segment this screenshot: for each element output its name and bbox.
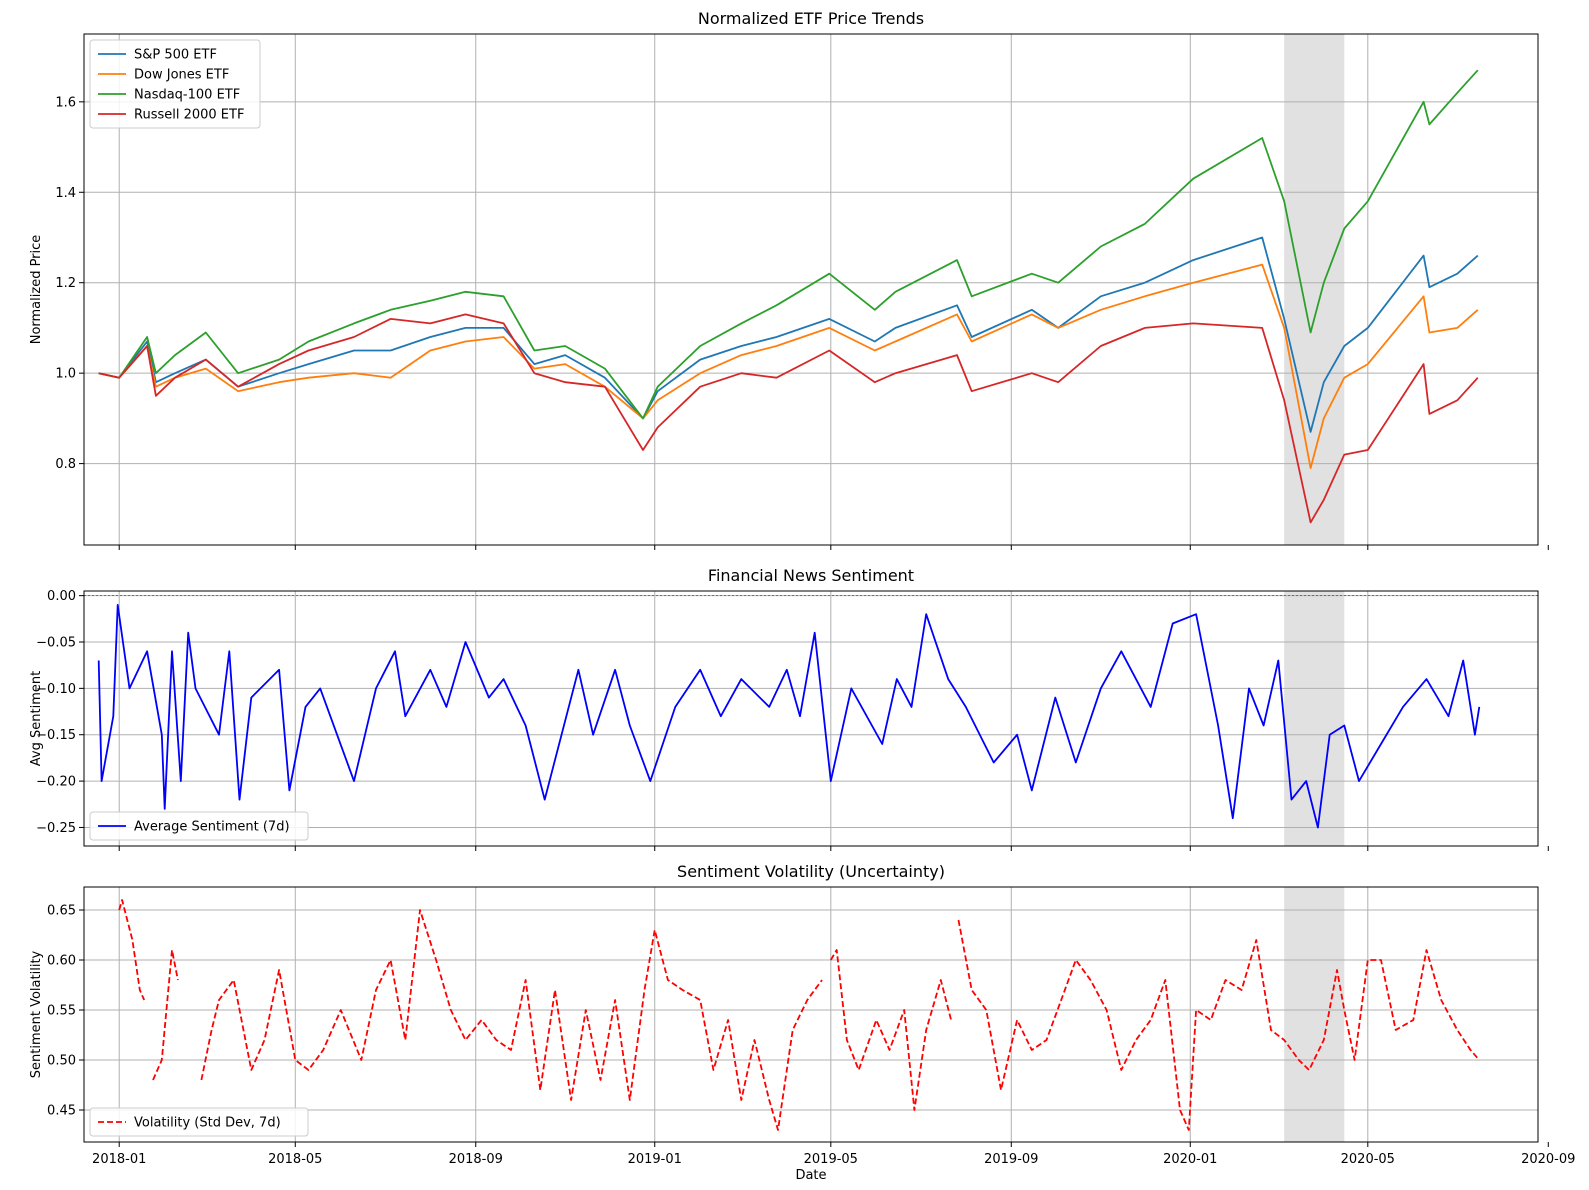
x-tick-label: 2019-09: [984, 1152, 1038, 1167]
y-axis-label: Avg Sentiment: [29, 671, 44, 766]
y-tick-label: 0.50: [47, 1054, 76, 1069]
legend-label: Russell 2000 ETF: [134, 108, 244, 123]
legend: Volatility (Std Dev, 7d): [89, 1107, 309, 1137]
x-tick-label: 2018-09: [449, 1152, 503, 1167]
y-axis-label: Sentiment Volatility: [29, 950, 44, 1078]
series-line: [98, 69, 1479, 420]
legend-label: Volatility (Std Dev, 7d): [134, 1116, 281, 1131]
y-tick-label: 0.55: [47, 1004, 76, 1019]
y-tick-label: −0.05: [36, 636, 76, 651]
plot-frame: [83, 590, 1539, 847]
y-tick-label: −0.15: [36, 728, 76, 743]
y-tick-label: 1.2: [55, 276, 76, 291]
y-tick-label: 0.65: [47, 904, 76, 919]
sentiment-panel: −0.25 −0.20 −0.15 −0.10 −0.05 0.00 Financial …: [29, 566, 1549, 851]
y-tick-label: 1.6: [55, 95, 76, 110]
x-tick-label: 2020-09: [1521, 1152, 1575, 1167]
chart-title: Sentiment Volatility (Uncertainty): [677, 862, 945, 881]
x-tick-label: 2020-05: [1341, 1152, 1395, 1167]
shaded-region: [1284, 887, 1345, 1142]
legend-box: [89, 1107, 309, 1137]
legend-label: S&P 500 ETF: [134, 48, 217, 63]
y-tick-label: −0.10: [36, 682, 76, 697]
x-tick-label: 2020-01: [1163, 1152, 1217, 1167]
y-tick-label: 0.45: [47, 1104, 76, 1119]
y-tick-label: 1.0: [55, 367, 76, 382]
chart-title: Financial News Sentiment: [708, 566, 914, 585]
volatility-panel: 2018-01 2018-05 2018-09 2019-01 2019-05 2019-…: [29, 862, 1575, 1183]
series-line: [98, 236, 1479, 433]
y-tick-label: 1.4: [55, 186, 76, 201]
x-tick-label: 2018-01: [92, 1152, 146, 1167]
y-axis-label: Normalized Price: [29, 235, 44, 345]
shaded-region: [1284, 591, 1345, 846]
legend: Average Sentiment (7d): [89, 811, 309, 841]
series-line: [98, 263, 1479, 469]
price-trends-panel: 0.8 1.0 1.2 1.4 1.6 Normalized ETF Price Tre…: [29, 9, 1549, 550]
plot-frame: [83, 886, 1539, 1143]
series-line: [97, 604, 1481, 829]
x-tick-label: 2018-05: [268, 1152, 322, 1167]
y-tick-label: 0.60: [47, 954, 76, 969]
legend-box: [89, 39, 261, 129]
y-tick-label: 0.8: [55, 457, 76, 472]
shaded-region: [1284, 34, 1345, 545]
chart-title: Normalized ETF Price Trends: [698, 9, 924, 28]
x-tick-label: 2019-01: [628, 1152, 682, 1167]
y-tick-label: −0.25: [36, 821, 76, 836]
x-axis-label: Date: [795, 1168, 826, 1183]
legend-label: Nasdaq-100 ETF: [134, 88, 240, 103]
plot-frame: [83, 33, 1539, 546]
series-line: [98, 313, 1479, 524]
legend-label: Average Sentiment (7d): [134, 820, 290, 835]
legend: S&P 500 ETF Dow Jones ETF Nasdaq-100 ETF Ru…: [89, 39, 261, 129]
y-tick-label: −0.20: [36, 775, 76, 790]
legend-box: [89, 811, 309, 841]
legend-label: Dow Jones ETF: [134, 68, 229, 83]
y-tick-label: 0.00: [47, 589, 76, 604]
series-line: [118, 899, 1480, 1131]
x-tick-label: 2019-05: [804, 1152, 858, 1167]
